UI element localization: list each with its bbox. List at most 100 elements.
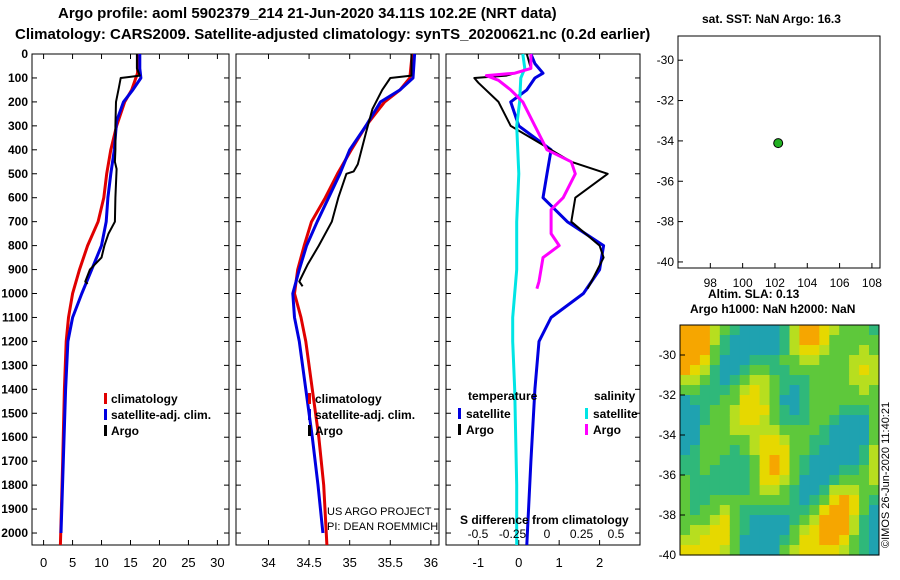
sla-cell: [739, 405, 751, 416]
sla-cell: [680, 345, 691, 356]
depth-tick-label: 700: [8, 215, 28, 229]
sla-cell: [799, 455, 810, 466]
sla-cell: [729, 385, 741, 396]
temp-legend-swatch: [104, 393, 107, 404]
sla-cell: [809, 475, 820, 486]
sla-cell: [829, 425, 840, 436]
sla-cell: [799, 485, 810, 496]
depth-tick-label: 0: [21, 47, 28, 61]
depth-tick-label: 1300: [1, 358, 28, 372]
sla-cell: [719, 465, 731, 476]
sla-cell: [839, 495, 850, 506]
sla-cell: [829, 405, 840, 416]
sla-cell: [859, 545, 870, 556]
sla-cell: [739, 425, 751, 436]
sla-cell: [819, 355, 830, 366]
sla-cell: [769, 525, 780, 536]
sla-cell: [789, 515, 800, 526]
sla-cell: [869, 325, 880, 336]
sla-cell: [729, 505, 741, 516]
depth-tick-label: 300: [8, 119, 28, 133]
sla-cell: [709, 535, 721, 546]
sla-cell: [829, 535, 840, 546]
sla-cell: [680, 445, 691, 456]
sla-cell: [699, 385, 711, 396]
depth-tick-label: 1500: [1, 406, 28, 420]
sla-cell: [739, 495, 751, 506]
sla-cell: [819, 445, 830, 456]
sla-cell: [749, 325, 761, 336]
sla-cell: [839, 345, 850, 356]
sla-cell: [759, 395, 771, 406]
sla-cell: [779, 365, 790, 376]
sla-cell: [769, 405, 780, 416]
sla-cell: [719, 365, 731, 376]
sla-cell: [769, 365, 780, 376]
sla-cell: [680, 395, 691, 406]
sla-cell: [699, 415, 711, 426]
sla-cell: [719, 475, 731, 486]
sla-cell: [859, 405, 870, 416]
sla-cell: [709, 455, 721, 466]
sla-cell: [739, 415, 751, 426]
sla-title-1: Altim. SLA: 0.13: [708, 287, 800, 301]
map-x-tick-label: 98: [704, 276, 718, 290]
sla-cell: [869, 375, 880, 386]
sla-cell: [779, 475, 790, 486]
sla-cell: [739, 375, 751, 386]
sla-cell: [699, 365, 711, 376]
sla-cell: [809, 345, 820, 356]
sla-cell: [759, 365, 771, 376]
sla-cell: [729, 365, 741, 376]
sla-cell: [769, 535, 780, 546]
sla-cell: [690, 495, 701, 506]
depth-tick-label: 900: [8, 263, 28, 277]
sla-cell: [769, 425, 780, 436]
sla-cell: [680, 485, 691, 496]
sla-cell: [690, 415, 701, 426]
sla-cell: [839, 525, 850, 536]
sla-cell: [729, 395, 741, 406]
depth-tick-label: 2000: [1, 526, 28, 540]
sla-y-tick-label: -36: [659, 468, 677, 482]
sla-cell: [849, 325, 860, 336]
sal-x-tick-label: 34.5: [296, 555, 321, 570]
sla-cell: [759, 455, 771, 466]
sla-cell: [709, 395, 721, 406]
sla-cell: [690, 335, 701, 346]
sla-cell: [759, 475, 771, 486]
sla-cell: [819, 475, 830, 486]
sla-cell: [839, 475, 850, 486]
title-line-2: Climatology: CARS2009. Satellite-adjuste…: [15, 26, 651, 43]
sla-cell: [699, 405, 711, 416]
sla-cell: [789, 455, 800, 466]
sla-cell: [769, 395, 780, 406]
sal-x-tick-label: 35: [342, 555, 356, 570]
diff-x-tick-label: -1: [473, 555, 485, 570]
diff-legend-heading: salinity: [594, 389, 636, 403]
map-y-tick-label: -40: [657, 255, 675, 269]
sla-cell: [789, 335, 800, 346]
sla-cell: [839, 445, 850, 456]
sal-x-tick-label: 35.5: [378, 555, 403, 570]
diff-s-tick-label: -0.25: [499, 527, 527, 541]
sla-cell: [690, 435, 701, 446]
sla-cell: [839, 375, 850, 386]
sla-cell: [869, 395, 880, 406]
temp-series-argo: [84, 54, 141, 285]
sla-cell: [729, 535, 741, 546]
sla-cell: [839, 545, 850, 556]
sla-cell: [779, 505, 790, 516]
diff-frame: [445, 53, 641, 546]
diff-series-argo: [473, 53, 609, 290]
sla-cell: [859, 505, 870, 516]
sla-cell: [739, 335, 751, 346]
sla-cell: [759, 435, 771, 446]
sla-cell: [680, 495, 691, 506]
sla-cell: [799, 385, 810, 396]
sla-cell: [829, 475, 840, 486]
sla-cell: [819, 535, 830, 546]
diff-legend-swatch: [458, 424, 461, 435]
sla-cell: [849, 405, 860, 416]
sla-cell: [789, 435, 800, 446]
